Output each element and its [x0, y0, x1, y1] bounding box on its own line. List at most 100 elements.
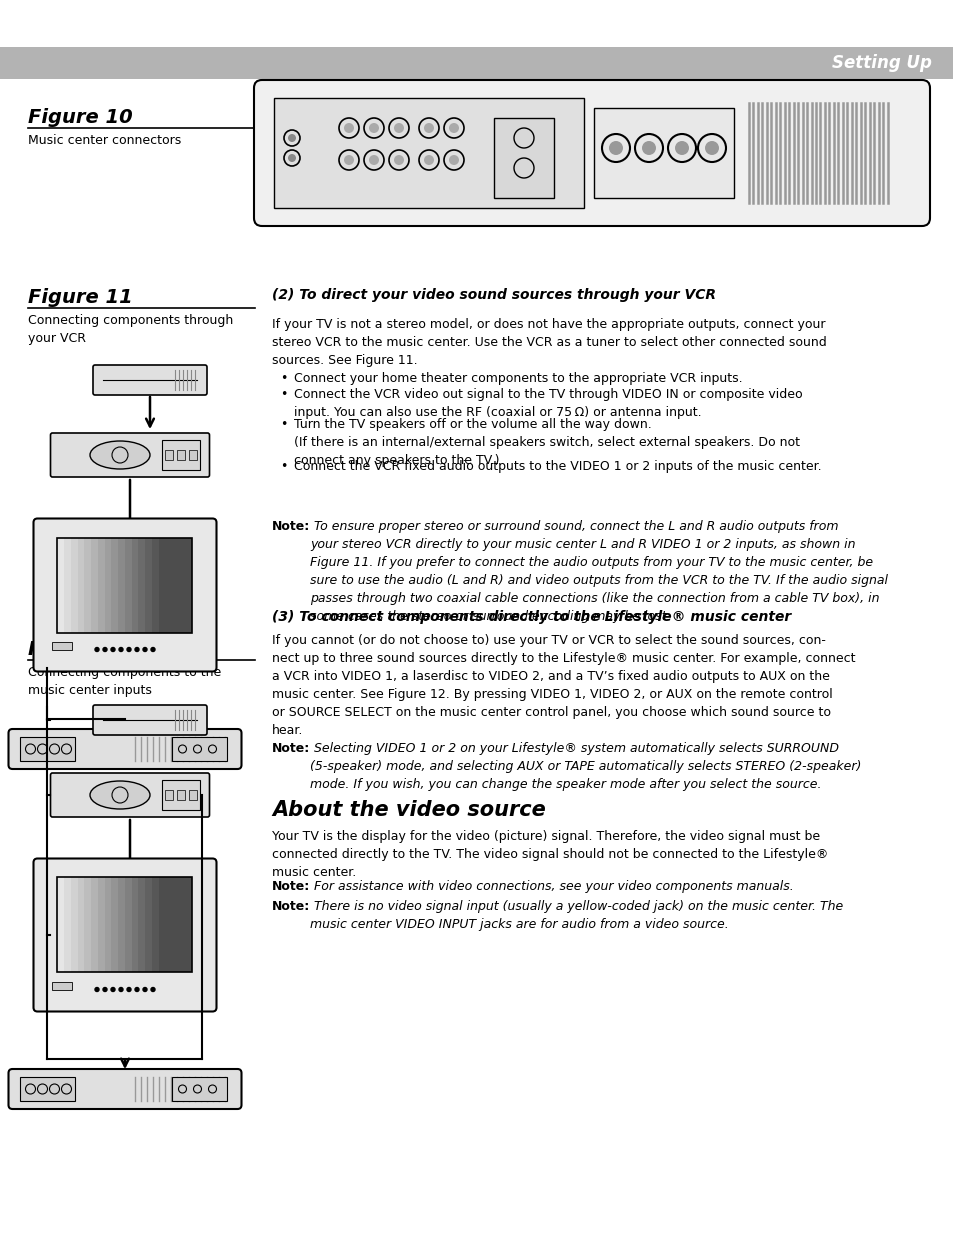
Bar — [85, 537, 91, 632]
Text: TAPE IN: TAPE IN — [605, 170, 624, 175]
Circle shape — [394, 156, 403, 165]
Circle shape — [288, 135, 295, 142]
Bar — [52, 642, 72, 651]
Ellipse shape — [90, 781, 150, 809]
Circle shape — [641, 141, 656, 156]
Text: •: • — [280, 388, 287, 401]
Circle shape — [608, 141, 622, 156]
Circle shape — [675, 141, 688, 156]
Circle shape — [95, 647, 99, 652]
Bar — [594, 107, 733, 198]
Bar — [91, 537, 98, 632]
Bar — [179, 537, 186, 632]
Text: Selecting VIDEO 1 or 2 on your Lifestyle® system automatically selects SURROUND
: Selecting VIDEO 1 or 2 on your Lifestyle… — [310, 742, 861, 790]
Bar — [138, 537, 145, 632]
Bar — [190, 790, 197, 800]
Text: Note:: Note: — [272, 900, 310, 913]
FancyBboxPatch shape — [51, 433, 210, 477]
Circle shape — [143, 647, 147, 652]
Text: Note:: Note: — [272, 881, 310, 893]
Bar — [64, 878, 71, 972]
Bar — [77, 537, 85, 632]
Circle shape — [344, 156, 354, 165]
Bar — [57, 878, 64, 972]
Text: Connect the VCR video out signal to the TV through VIDEO IN or composite video
i: Connect the VCR video out signal to the … — [294, 388, 801, 419]
Bar — [57, 878, 193, 972]
Bar — [77, 878, 85, 972]
Text: Figure 11: Figure 11 — [28, 288, 132, 308]
Circle shape — [288, 154, 295, 162]
Circle shape — [119, 988, 123, 992]
Text: For assistance with video connections, see your video components manuals.: For assistance with video connections, s… — [310, 881, 793, 893]
FancyBboxPatch shape — [92, 366, 207, 395]
Text: Note:: Note: — [272, 520, 310, 534]
Circle shape — [111, 647, 115, 652]
Bar — [179, 878, 186, 972]
Circle shape — [143, 988, 147, 992]
Text: R: R — [709, 132, 714, 138]
Text: INTERNAL DATA: INTERNAL DATA — [329, 148, 367, 153]
FancyBboxPatch shape — [9, 1070, 241, 1109]
Bar — [20, 1077, 75, 1100]
Bar — [172, 1077, 227, 1100]
Bar — [190, 450, 197, 459]
Circle shape — [394, 124, 403, 133]
Text: ANTENNA: ANTENNA — [277, 186, 302, 191]
Circle shape — [127, 647, 131, 652]
FancyBboxPatch shape — [253, 80, 929, 226]
Bar — [186, 537, 193, 632]
Circle shape — [103, 647, 107, 652]
Bar — [85, 878, 91, 972]
Text: Connect the VCR fixed audio outputs to the VIDEO 1 or 2 inputs of the music cent: Connect the VCR fixed audio outputs to t… — [294, 459, 821, 473]
Bar — [165, 450, 173, 459]
Text: Setting Up: Setting Up — [831, 54, 931, 72]
Bar — [0, 47, 953, 79]
Circle shape — [95, 988, 99, 992]
Text: L: L — [614, 132, 618, 138]
Text: Music center connectors: Music center connectors — [28, 135, 181, 147]
Bar — [57, 537, 64, 632]
Text: Connect your home theater components to the appropriate VCR inputs.: Connect your home theater components to … — [294, 372, 741, 385]
Circle shape — [369, 124, 378, 133]
Bar — [162, 781, 200, 810]
Ellipse shape — [90, 441, 150, 469]
Text: If you cannot (or do not choose to) use your TV or VCR to select the sound sourc: If you cannot (or do not choose to) use … — [272, 634, 855, 737]
Circle shape — [151, 988, 154, 992]
Circle shape — [369, 156, 378, 165]
Text: RF.J10: RF.J10 — [334, 186, 348, 191]
Bar — [118, 537, 125, 632]
Bar — [132, 878, 138, 972]
Bar — [91, 878, 98, 972]
Bar — [138, 878, 145, 972]
Circle shape — [111, 988, 115, 992]
Circle shape — [423, 156, 434, 165]
Bar — [172, 537, 179, 632]
Bar — [494, 119, 554, 198]
Text: To ensure proper stereo or surround sound, connect the L and R audio outputs fro: To ensure proper stereo or surround soun… — [310, 520, 887, 622]
Bar — [186, 878, 193, 972]
Text: •: • — [280, 372, 287, 385]
Text: Turn the TV speakers off or the volume all the way down.
(If there is an interna: Turn the TV speakers off or the volume a… — [294, 417, 800, 467]
Bar — [105, 878, 112, 972]
Circle shape — [135, 988, 139, 992]
Bar — [177, 450, 185, 459]
FancyBboxPatch shape — [51, 773, 210, 818]
Bar — [52, 983, 72, 990]
Bar — [145, 878, 152, 972]
Bar — [165, 878, 172, 972]
Bar — [20, 737, 75, 761]
Bar — [152, 878, 158, 972]
Bar — [145, 537, 152, 632]
Bar — [98, 878, 105, 972]
Text: L: L — [679, 132, 683, 138]
Bar — [172, 878, 179, 972]
Bar — [274, 98, 583, 207]
Bar — [118, 878, 125, 972]
Circle shape — [704, 141, 719, 156]
Bar — [64, 537, 71, 632]
Text: Note:: Note: — [272, 742, 310, 755]
Bar — [71, 537, 77, 632]
Bar — [125, 537, 132, 632]
Text: Figure 12: Figure 12 — [28, 640, 132, 659]
FancyBboxPatch shape — [92, 705, 207, 735]
